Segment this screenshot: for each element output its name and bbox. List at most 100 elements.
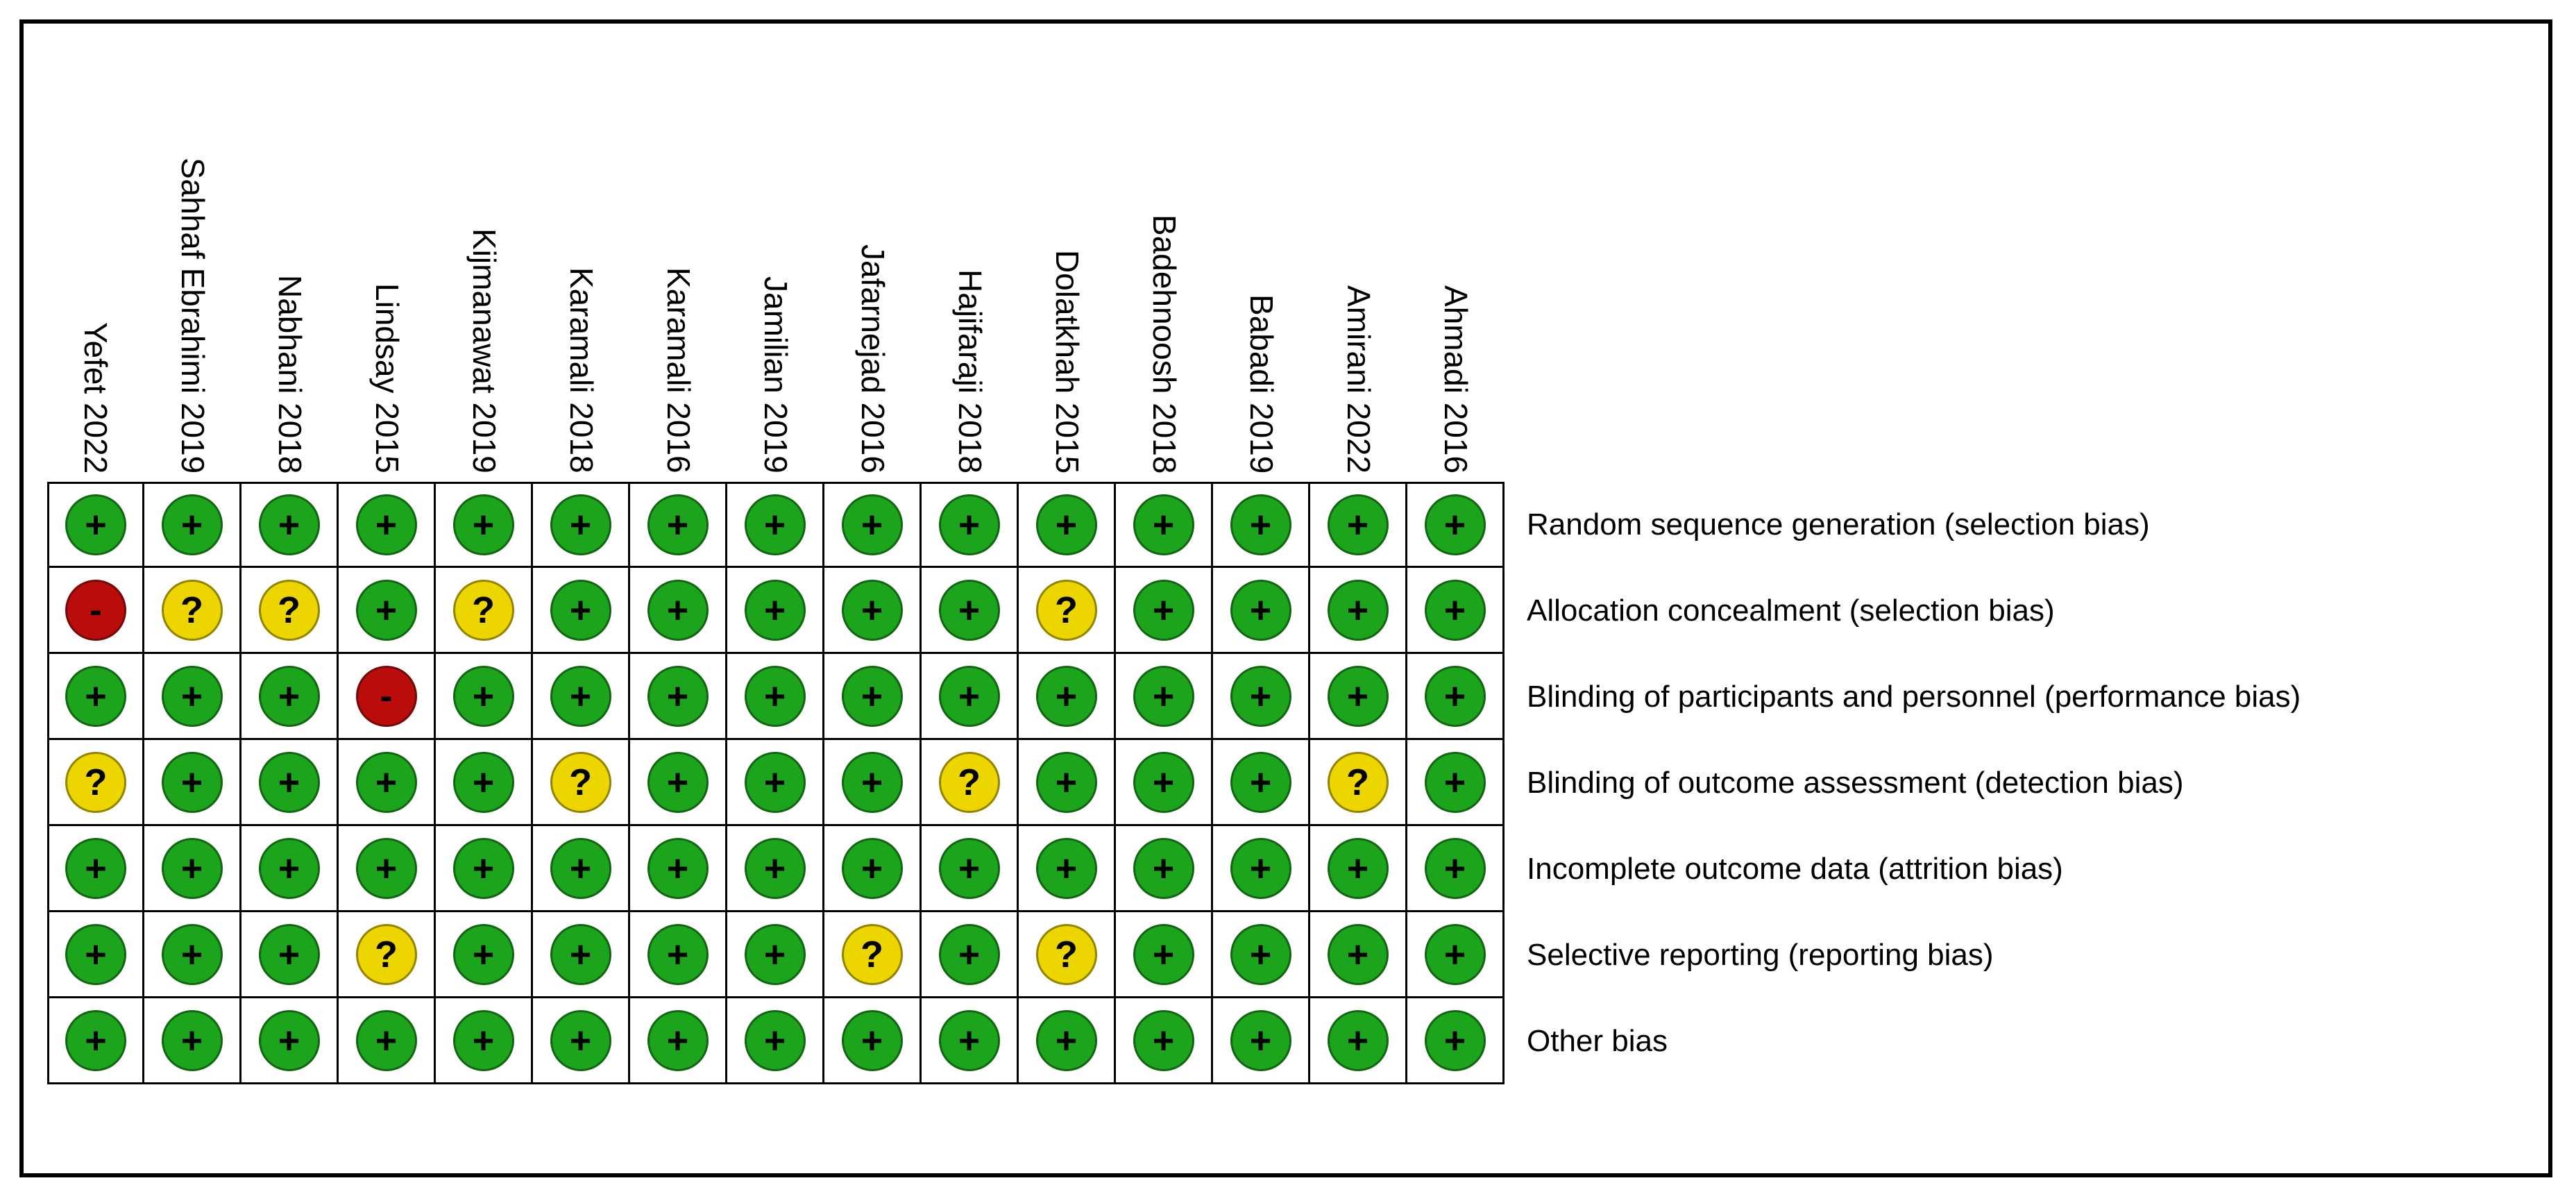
judgement-symbol: + <box>1346 675 1369 717</box>
judgement-cell: + <box>1310 568 1407 654</box>
judgement-symbol: + <box>472 504 495 546</box>
judgement-symbol: + <box>1346 933 1369 975</box>
judgement-symbol: ? <box>958 761 981 803</box>
judgement-symbol: + <box>1443 504 1466 546</box>
low-risk-icon: + <box>1035 494 1097 555</box>
low-risk-icon: + <box>452 751 514 813</box>
judgement-cell: + <box>144 740 242 826</box>
low-risk-icon: + <box>744 665 806 727</box>
study-label: Yefet 2022 <box>78 321 114 473</box>
low-risk-icon: + <box>258 1009 320 1071</box>
judgement-cell: + <box>1407 912 1505 998</box>
low-risk-icon: + <box>258 837 320 899</box>
low-risk-icon: + <box>258 923 320 985</box>
low-risk-icon: + <box>647 494 709 555</box>
judgement-symbol: + <box>569 675 592 717</box>
domain-label: Blinding of participants and personnel (… <box>1527 680 2301 714</box>
judgement-cell: + <box>1116 740 1213 826</box>
judgement-cell: ? <box>47 740 144 826</box>
judgement-cell: + <box>339 568 436 654</box>
judgement-cell: + <box>1116 654 1213 740</box>
low-risk-icon: + <box>550 494 611 555</box>
judgement-cell: + <box>630 654 727 740</box>
judgement-cell: + <box>630 568 727 654</box>
judgement-symbol: + <box>375 761 398 803</box>
low-risk-icon: + <box>550 923 611 985</box>
low-risk-icon: + <box>65 837 126 899</box>
judgement-symbol: + <box>180 675 203 717</box>
unclear-risk-icon: ? <box>1035 923 1097 985</box>
judgement-symbol: + <box>472 675 495 717</box>
judgement-symbol: + <box>278 504 300 546</box>
study-column-header: Badehnoosh 2018 <box>1116 24 1213 482</box>
unclear-risk-icon: ? <box>258 579 320 641</box>
low-risk-icon: + <box>452 665 514 727</box>
low-risk-icon: + <box>1424 837 1486 899</box>
low-risk-icon: + <box>1327 1009 1389 1071</box>
judgement-symbol: + <box>1152 675 1175 717</box>
low-risk-icon: + <box>744 751 806 813</box>
low-risk-icon: + <box>258 494 320 555</box>
low-risk-icon: + <box>161 923 223 985</box>
low-risk-icon: + <box>1424 1009 1486 1071</box>
study-label: Dolatkhah 2015 <box>1049 249 1085 473</box>
low-risk-icon: + <box>1424 494 1486 555</box>
judgement-symbol: + <box>1055 761 1078 803</box>
judgement-symbol: + <box>1443 589 1466 631</box>
judgement-symbol: + <box>1346 847 1369 889</box>
judgement-cell: + <box>533 568 630 654</box>
low-risk-icon: + <box>647 579 709 641</box>
low-risk-icon: + <box>1035 751 1097 813</box>
low-risk-icon: + <box>1230 665 1291 727</box>
low-risk-icon: + <box>550 1009 611 1071</box>
study-label: Kijmanawat 2019 <box>466 228 502 473</box>
low-risk-icon: + <box>938 837 1000 899</box>
judgement-symbol: + <box>472 1019 495 1061</box>
judgement-cell: + <box>436 912 533 998</box>
judgement-cell: + <box>1310 912 1407 998</box>
judgement-cell: + <box>242 998 339 1084</box>
low-risk-icon: + <box>258 751 320 813</box>
judgement-cell: + <box>824 740 922 826</box>
judgement-symbol: + <box>375 504 398 546</box>
high-risk-icon: - <box>65 579 126 641</box>
low-risk-icon: + <box>1133 579 1194 641</box>
study-column-header: Amirani 2022 <box>1310 24 1407 482</box>
judgement-cell: + <box>1407 654 1505 740</box>
study-column-header: Karamali 2016 <box>630 24 727 482</box>
judgement-cell: + <box>1310 998 1407 1084</box>
judgement-symbol: + <box>763 847 786 889</box>
unclear-risk-icon: ? <box>1327 751 1389 813</box>
judgement-cell: + <box>727 912 824 998</box>
judgement-symbol: + <box>569 1019 592 1061</box>
judgement-cell: + <box>242 912 339 998</box>
judgement-symbol: - <box>90 589 102 631</box>
judgement-symbol: + <box>278 933 300 975</box>
judgement-symbol: + <box>1249 675 1272 717</box>
judgement-cell: + <box>436 998 533 1084</box>
judgement-symbol: + <box>180 504 203 546</box>
judgement-cell: ? <box>1310 740 1407 826</box>
judgement-symbol: ? <box>375 933 398 975</box>
low-risk-icon: + <box>1327 665 1389 727</box>
unclear-risk-icon: ? <box>1035 579 1097 641</box>
low-risk-icon: + <box>550 837 611 899</box>
judgement-cell: + <box>47 912 144 998</box>
judgement-symbol: + <box>958 589 981 631</box>
low-risk-icon: + <box>744 579 806 641</box>
low-risk-icon: + <box>1035 1009 1097 1071</box>
study-column-header: Nabhani 2018 <box>242 24 339 482</box>
judgement-symbol: ? <box>1055 589 1078 631</box>
judgement-symbol: + <box>1249 504 1272 546</box>
judgement-symbol: + <box>180 933 203 975</box>
judgement-cell: + <box>922 998 1019 1084</box>
low-risk-icon: + <box>355 579 417 641</box>
judgement-symbol: + <box>666 589 689 631</box>
judgement-symbol: + <box>861 847 883 889</box>
judgement-cell: + <box>1213 826 1310 912</box>
judgement-cell: + <box>1310 482 1407 568</box>
judgement-symbol: + <box>1152 761 1175 803</box>
domain-label: Other bias <box>1527 1024 1668 1058</box>
judgement-symbol: + <box>569 847 592 889</box>
judgement-cell: + <box>630 912 727 998</box>
